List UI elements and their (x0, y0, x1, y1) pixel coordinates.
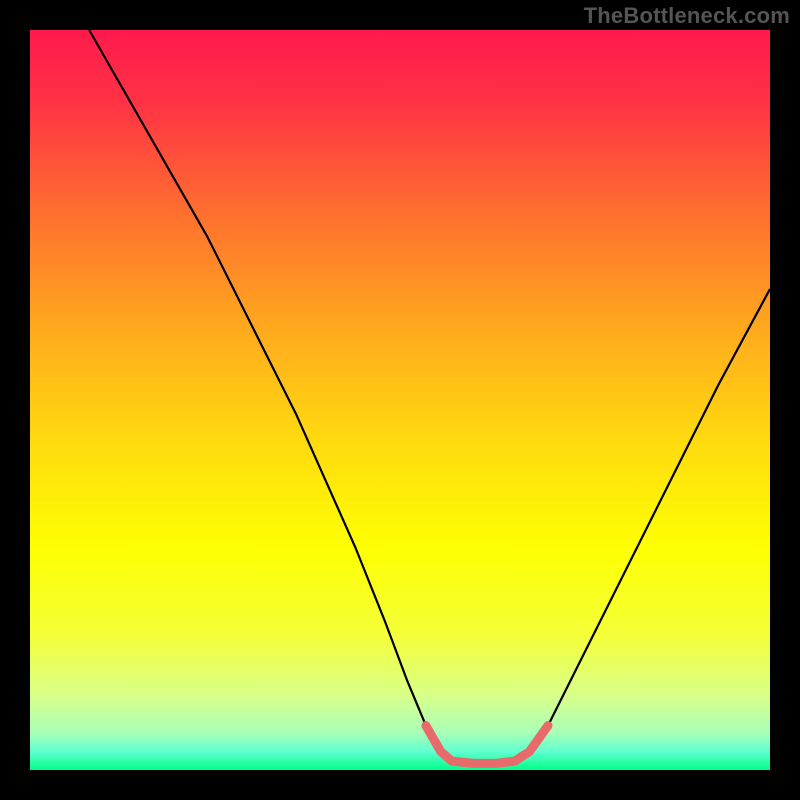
bottleneck-chart (0, 0, 800, 800)
chart-container: TheBottleneck.com (0, 0, 800, 800)
watermark-text: TheBottleneck.com (584, 3, 790, 29)
